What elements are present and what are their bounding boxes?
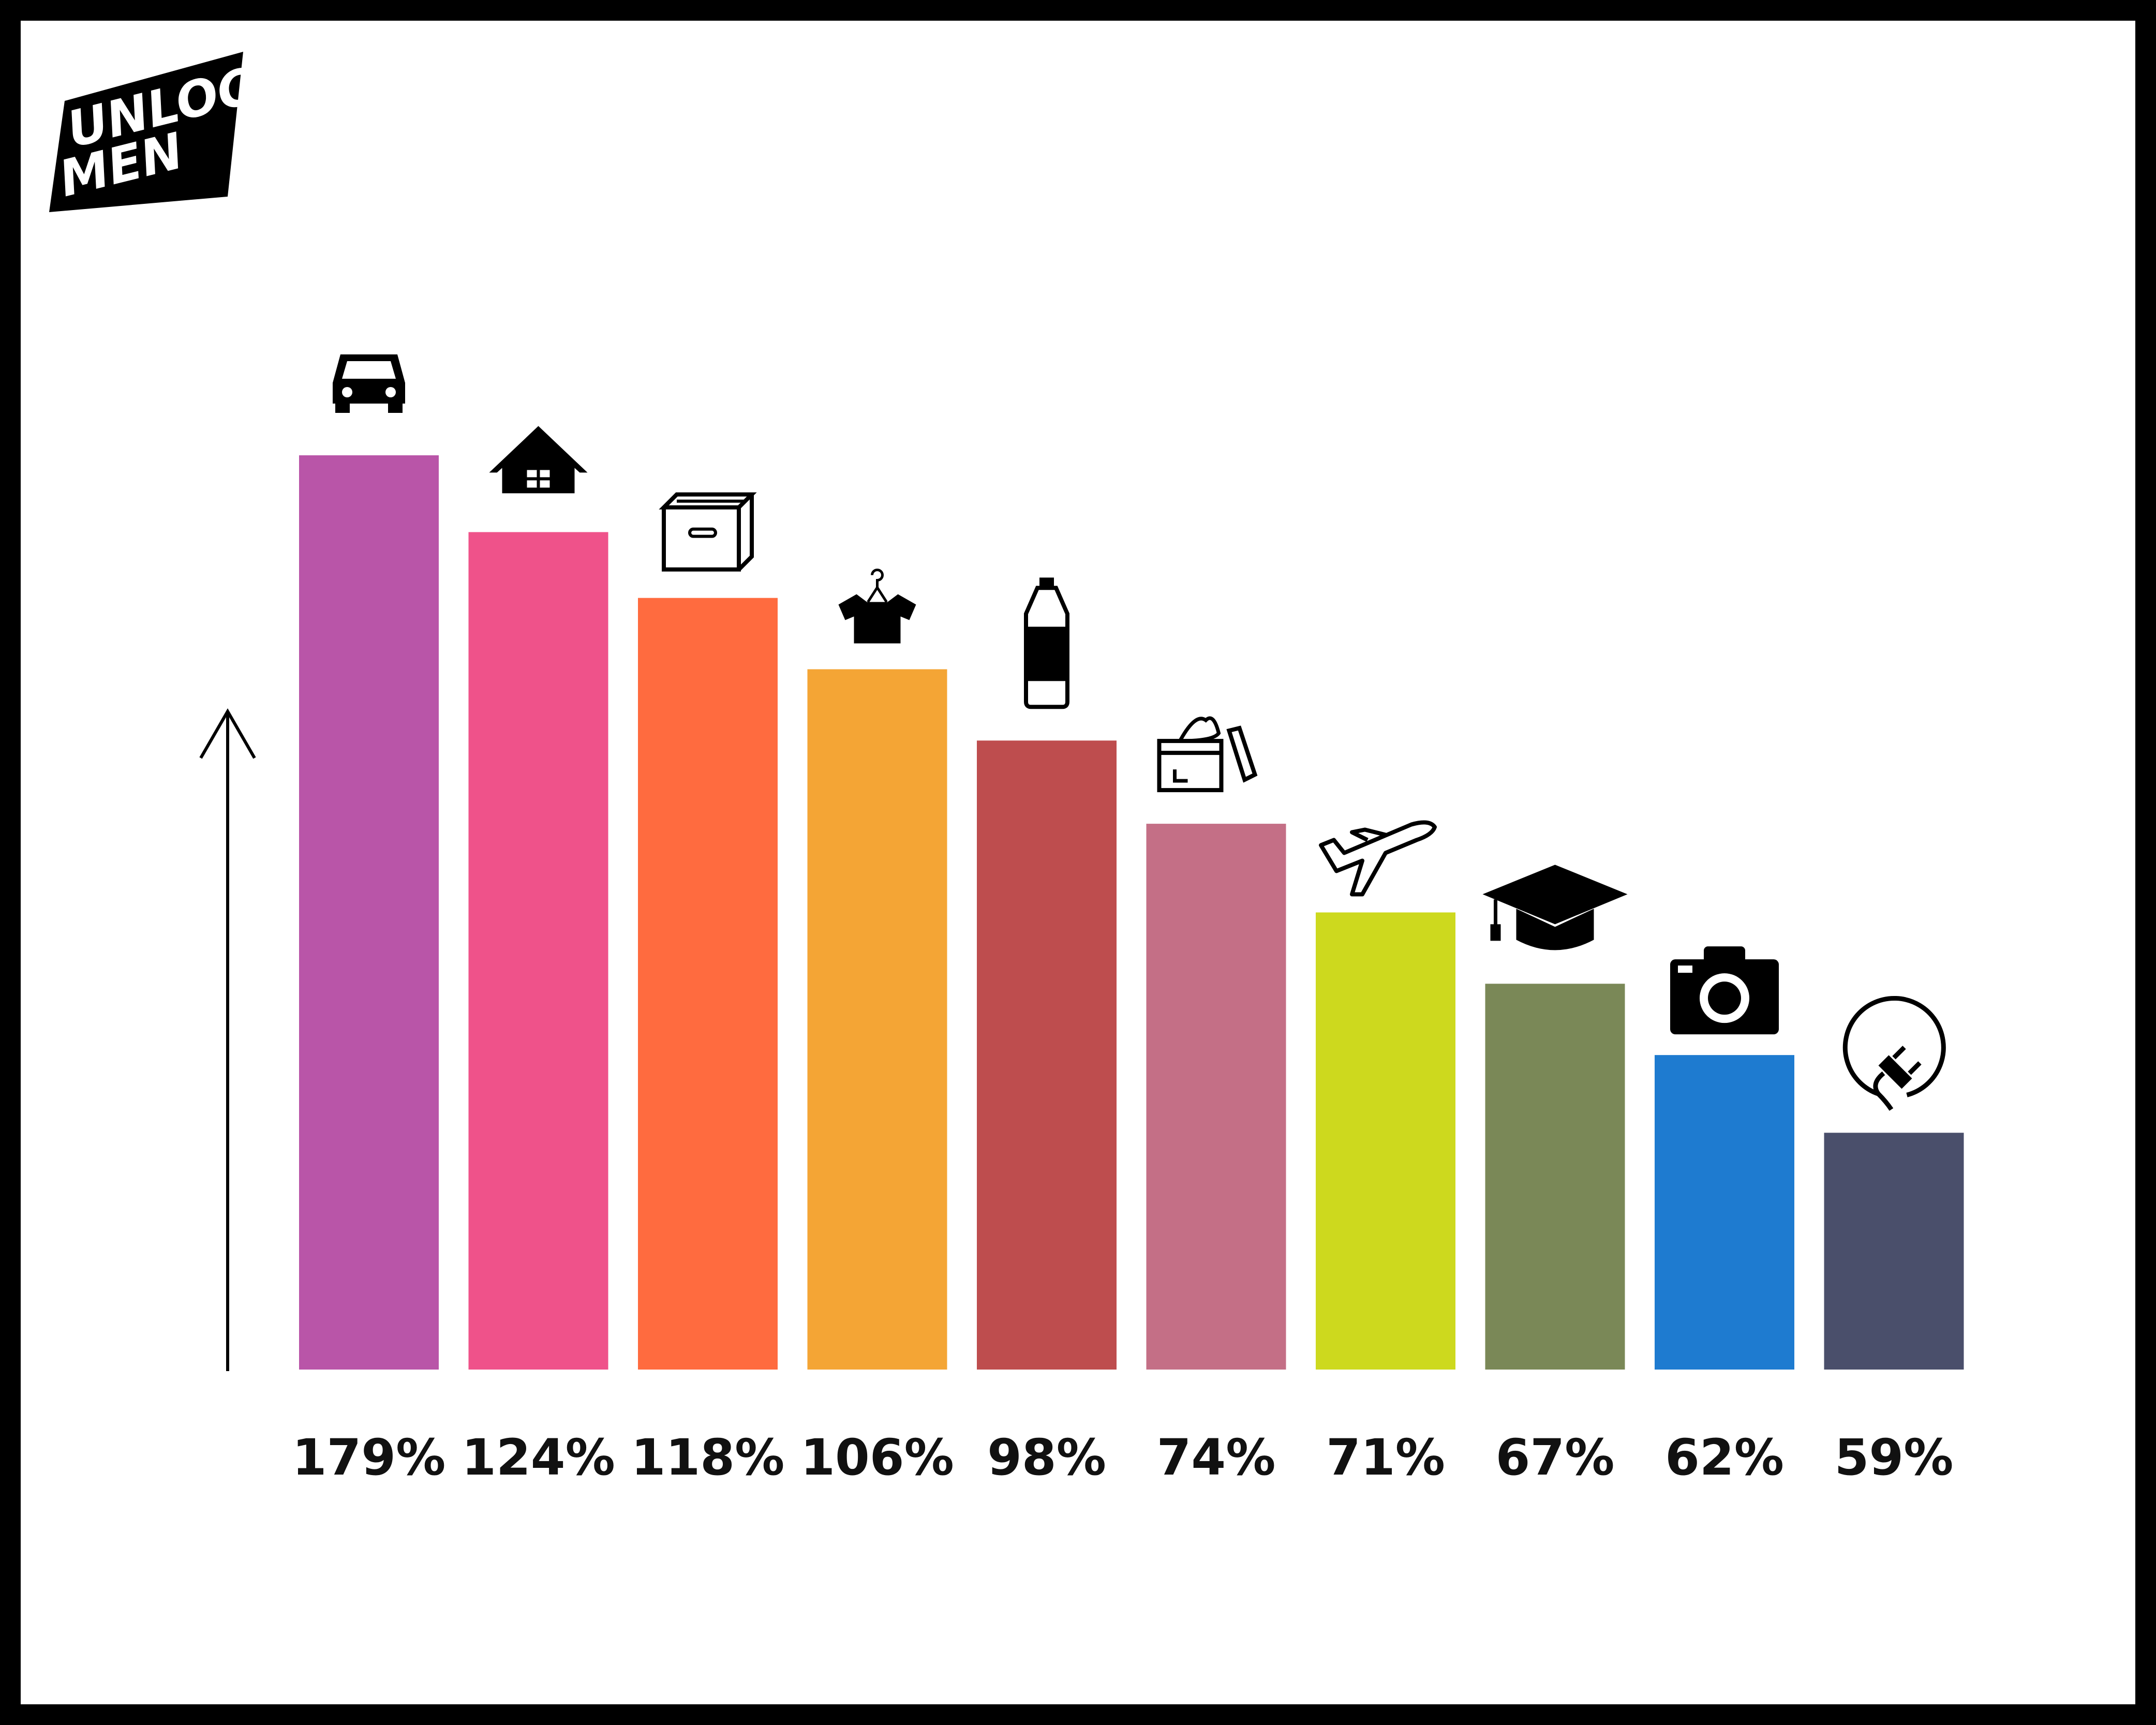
unlock-men-logo: UNLOCK MEN — [49, 47, 301, 212]
value-label: 74% — [1157, 1429, 1276, 1486]
bar-car — [299, 455, 439, 1370]
airplane-icon — [1319, 820, 1437, 897]
bar-t-shirt — [807, 669, 947, 1370]
bar-airplane — [1316, 912, 1455, 1370]
bars-group — [299, 455, 1964, 1370]
value-label: 67% — [1496, 1429, 1615, 1486]
plug-icon — [1842, 995, 1946, 1111]
value-label: 179% — [292, 1429, 446, 1486]
value-label: 71% — [1326, 1429, 1445, 1486]
y-axis-arrow — [199, 708, 256, 1371]
bar-graduation-cap — [1485, 984, 1625, 1370]
box-icon — [659, 492, 757, 572]
value-label: 106% — [800, 1429, 954, 1486]
value-label: 118% — [631, 1429, 785, 1486]
camera-icon — [1670, 946, 1779, 1035]
tshirt-icon — [838, 568, 916, 644]
value-label: 124% — [462, 1429, 615, 1486]
bar-electric-plug — [1824, 1133, 1964, 1370]
bar-camera — [1655, 1055, 1794, 1370]
labels-group: 179% 124% 118% 106% 98% 74% 71% 67% 62% 59% — [292, 1429, 1954, 1486]
car-icon — [333, 354, 405, 413]
value-label: 62% — [1665, 1429, 1784, 1486]
bar-bottle — [977, 740, 1117, 1370]
value-label: 59% — [1835, 1429, 1954, 1486]
value-label: 98% — [987, 1429, 1106, 1486]
bar-cosmetics — [1146, 824, 1286, 1370]
house-icon — [489, 426, 588, 494]
graduation-cap-icon — [1482, 865, 1628, 950]
cosmetics-icon — [1157, 716, 1258, 793]
bottle-icon — [1024, 577, 1069, 709]
bar-house — [468, 532, 608, 1370]
bar-box — [638, 598, 778, 1370]
icons-group — [333, 354, 1946, 1111]
